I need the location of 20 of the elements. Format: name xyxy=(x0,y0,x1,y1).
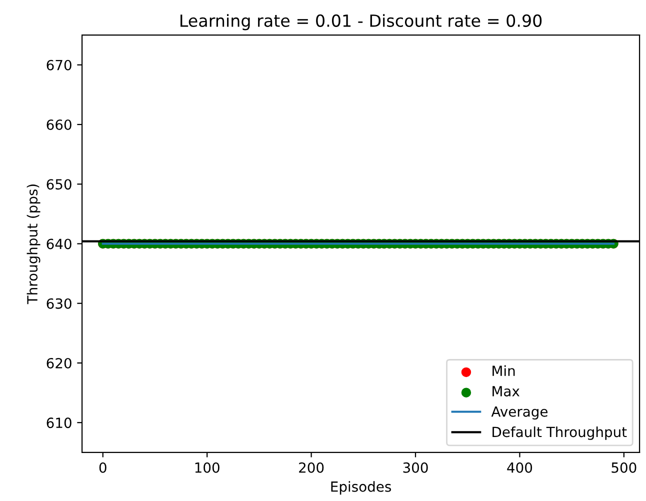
y-tick-label: 660 xyxy=(46,119,72,130)
x-tick-label: 500 xyxy=(612,462,636,473)
y-tick-label: 670 xyxy=(46,60,72,70)
y-axis-title: Throughput (pps) xyxy=(26,184,40,304)
chart-title: Learning rate = 0.01 - Discount rate = 0.90 xyxy=(180,14,542,30)
x-tick-label: 0 xyxy=(99,462,106,473)
legend-label: Average xyxy=(491,406,548,420)
y-tick-label: 620 xyxy=(46,358,72,368)
x-tick-label: 100 xyxy=(195,462,220,473)
legend-label: Default Throughput xyxy=(492,426,627,440)
x-tick-label: 200 xyxy=(299,462,324,473)
x-tick-label: 300 xyxy=(403,462,428,473)
y-tick-label: 640 xyxy=(46,238,72,250)
legend-label: Min xyxy=(492,365,515,376)
x-axis-title: Episodes xyxy=(331,481,391,495)
x-tick-label: 400 xyxy=(507,462,532,473)
y-tick-label: 610 xyxy=(46,418,72,428)
y-tick-label: 650 xyxy=(46,179,72,190)
legend-label: Max xyxy=(492,386,520,396)
y-tick-label: 630 xyxy=(46,298,72,309)
